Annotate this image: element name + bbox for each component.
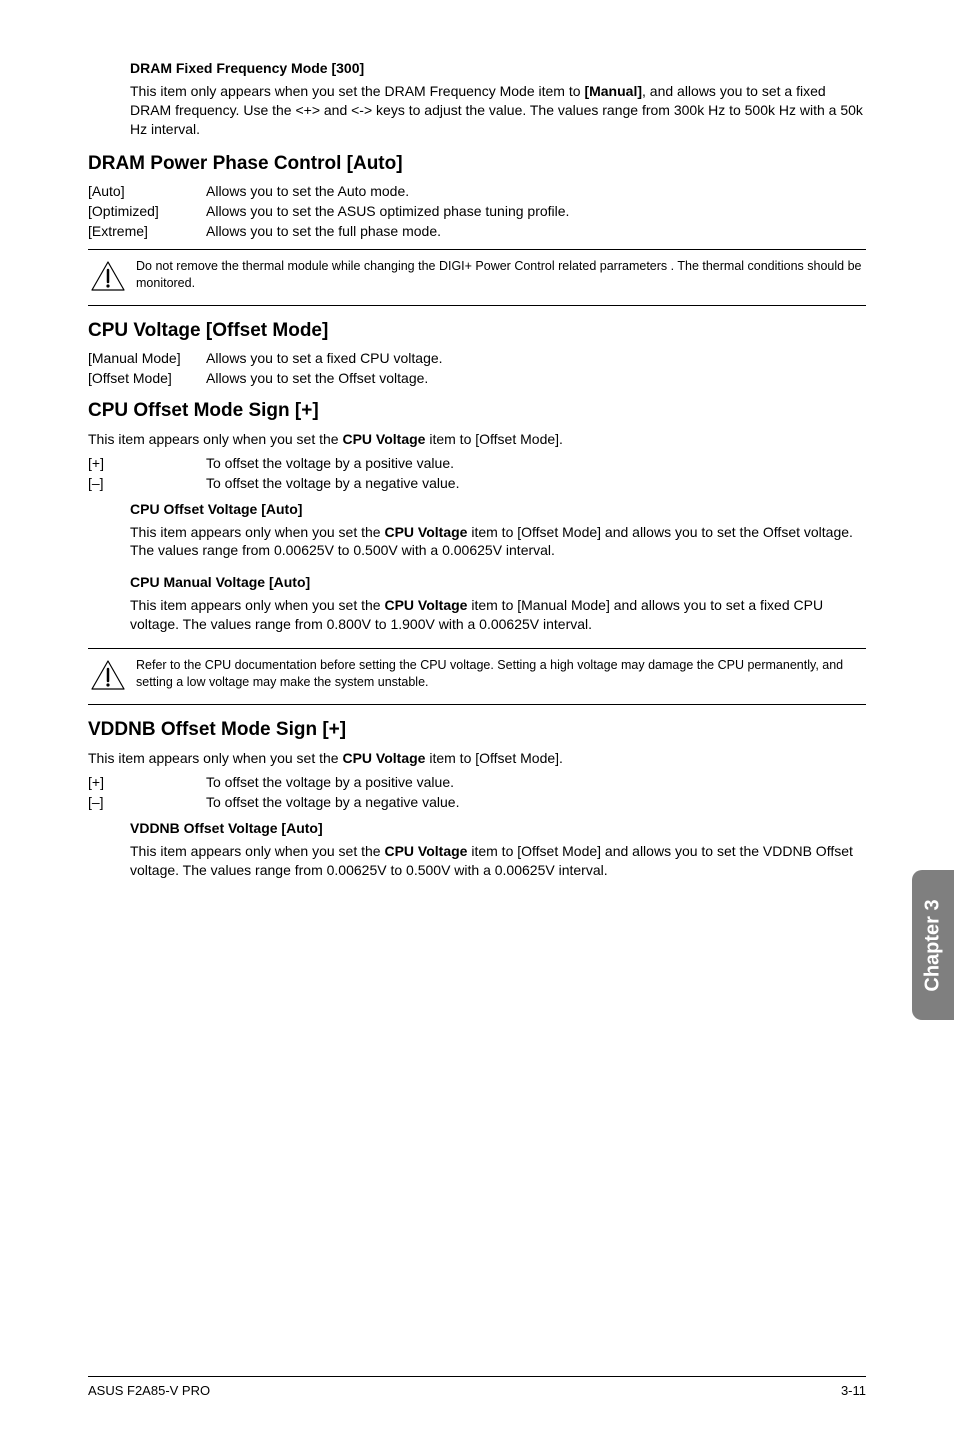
cpu-offset-mode-heading: CPU Offset Mode Sign [+] — [88, 400, 866, 422]
option-row: [–] To offset the voltage by a negative … — [88, 475, 866, 491]
caution-icon — [88, 258, 136, 297]
option-key: [Auto] — [88, 183, 206, 199]
dram-fixed-freq-heading: DRAM Fixed Frequency Mode [300] — [130, 60, 866, 76]
option-key: [Offset Mode] — [88, 370, 206, 386]
option-key: [Extreme] — [88, 223, 206, 239]
cpu-manual-voltage-body: This item appears only when you set the … — [130, 596, 866, 634]
caution-note: Do not remove the thermal module while c… — [88, 249, 866, 306]
footer-left: ASUS F2A85-V PRO — [88, 1383, 210, 1398]
vddnb-offset-heading: VDDNB Offset Mode Sign [+] — [88, 719, 866, 741]
text: This item appears only when you set the — [88, 431, 342, 447]
option-val: Allows you to set the Auto mode. — [206, 183, 866, 199]
option-row: [Optimized] Allows you to set the ASUS o… — [88, 203, 866, 219]
cpu-manual-voltage-heading: CPU Manual Voltage [Auto] — [130, 574, 866, 590]
option-row: [Offset Mode] Allows you to set the Offs… — [88, 370, 866, 386]
option-val: To offset the voltage by a negative valu… — [206, 794, 866, 810]
dram-power-phase-heading: DRAM Power Phase Control [Auto] — [88, 153, 866, 175]
option-row: [Extreme] Allows you to set the full pha… — [88, 223, 866, 239]
option-row: [Manual Mode] Allows you to set a fixed … — [88, 350, 866, 366]
text: This item appears only when you set the — [130, 524, 384, 540]
cpu-offset-voltage-heading: CPU Offset Voltage [Auto] — [130, 501, 866, 517]
vddnb-offset-voltage-heading: VDDNB Offset Voltage [Auto] — [130, 820, 866, 836]
footer-right: 3-11 — [841, 1383, 866, 1398]
dram-fixed-freq-body: This item only appears when you set the … — [130, 82, 866, 139]
caution-text: Do not remove the thermal module while c… — [136, 258, 866, 292]
text: This item only appears when you set the … — [130, 83, 584, 99]
text: VDDNB — [88, 719, 156, 740]
option-val: Allows you to set the full phase mode. — [206, 223, 866, 239]
option-key: [+] — [88, 774, 206, 790]
option-key: [+] — [88, 455, 206, 471]
option-row: [–] To offset the voltage by a negative … — [88, 794, 866, 810]
option-row: [+] To offset the voltage by a positive … — [88, 455, 866, 471]
vddnb-intro: This item appears only when you set the … — [88, 749, 866, 768]
text-bold: CPU Voltage — [342, 750, 425, 766]
option-val: Allows you to set a fixed CPU voltage. — [206, 350, 866, 366]
text-bold: CPU Voltage — [384, 524, 467, 540]
cpu-voltage-heading: CPU Voltage [Offset Mode] — [88, 320, 866, 342]
option-key: [Optimized] — [88, 203, 206, 219]
chapter-tab-label: Chapter 3 — [922, 899, 945, 991]
cpu-offset-voltage-body: This item appears only when you set the … — [130, 523, 866, 561]
option-row: [Auto] Allows you to set the Auto mode. — [88, 183, 866, 199]
text: Offset Mode Sign [+] — [156, 719, 347, 740]
vddnb-offset-voltage-body: This item appears only when you set the … — [130, 842, 866, 880]
caution-note: Refer to the CPU documentation before se… — [88, 648, 866, 705]
option-row: [+] To offset the voltage by a positive … — [88, 774, 866, 790]
option-key: [–] — [88, 794, 206, 810]
option-key: [Manual Mode] — [88, 350, 206, 366]
chapter-tab: Chapter 3 — [912, 870, 954, 1020]
option-val: To offset the voltage by a negative valu… — [206, 475, 866, 491]
text-bold: [Manual] — [584, 83, 642, 99]
caution-icon — [88, 657, 136, 696]
option-val: Allows you to set the ASUS optimized pha… — [206, 203, 866, 219]
text-bold: CPU Voltage — [384, 843, 467, 859]
text: This item appears only when you set the — [130, 597, 384, 613]
page-footer: ASUS F2A85-V PRO 3-11 — [88, 1376, 866, 1398]
text: This item appears only when you set the — [88, 750, 342, 766]
text-bold: CPU Voltage — [342, 431, 425, 447]
option-key: [–] — [88, 475, 206, 491]
text: item to [Offset Mode]. — [425, 750, 562, 766]
option-val: Allows you to set the Offset voltage. — [206, 370, 866, 386]
caution-text: Refer to the CPU documentation before se… — [136, 657, 866, 691]
text: This item appears only when you set the — [130, 843, 384, 859]
option-val: To offset the voltage by a positive valu… — [206, 455, 866, 471]
option-val: To offset the voltage by a positive valu… — [206, 774, 866, 790]
text: item to [Offset Mode]. — [425, 431, 562, 447]
cpu-offset-intro: This item appears only when you set the … — [88, 430, 866, 449]
text-bold: CPU Voltage — [384, 597, 467, 613]
